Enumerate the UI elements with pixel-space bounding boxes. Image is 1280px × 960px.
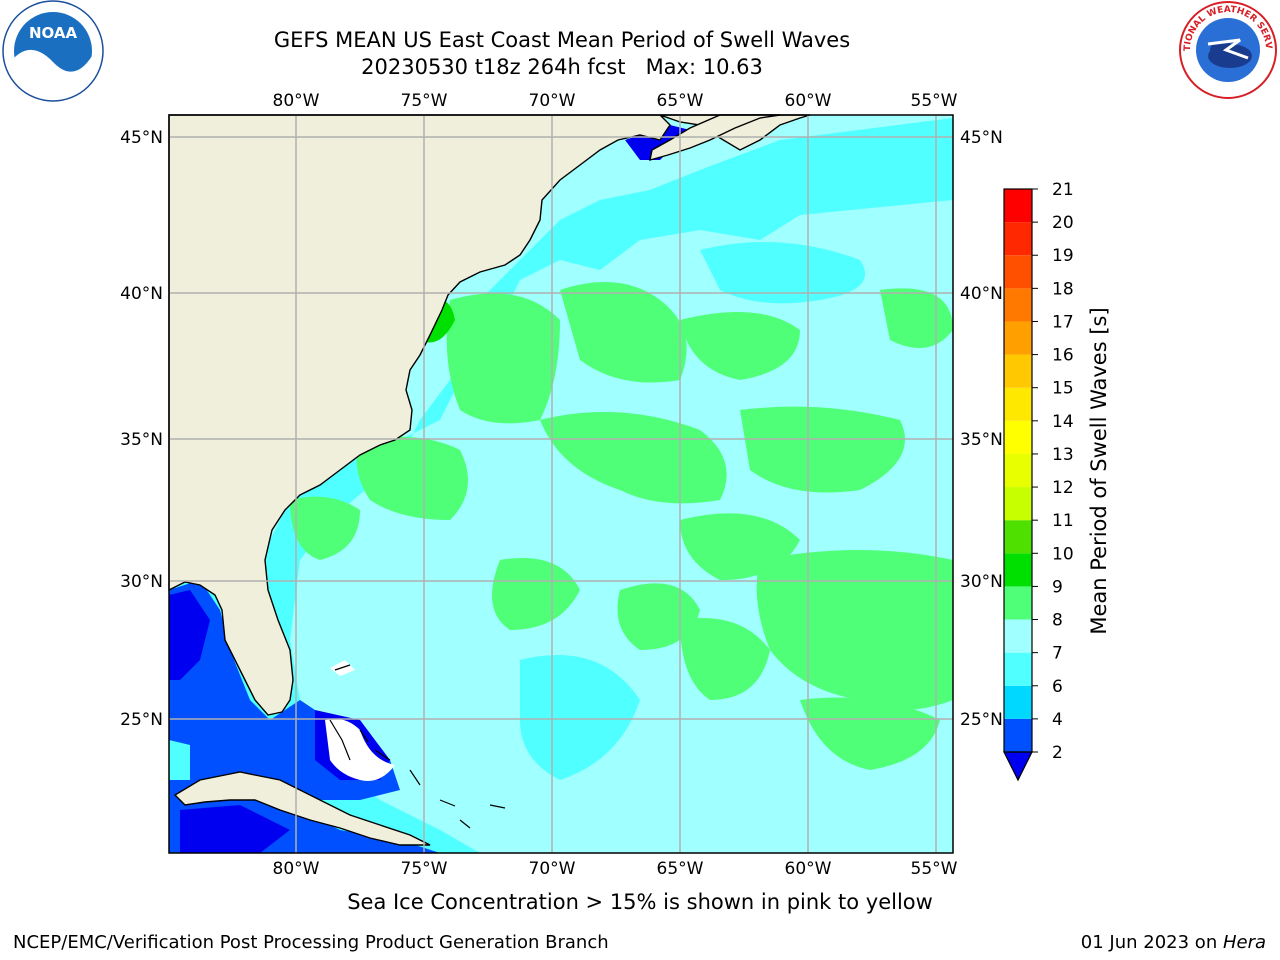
colorbar-tick-label: 16 bbox=[1052, 346, 1074, 366]
lon-label-top: 60°W bbox=[785, 91, 832, 111]
lon-label-bottom: 70°W bbox=[529, 859, 576, 879]
noaa-logo-text: NOAA bbox=[29, 24, 78, 42]
colorbar-tick-label: 9 bbox=[1052, 577, 1063, 597]
lat-label-right: 40°N bbox=[960, 284, 1003, 304]
colorbar-segment bbox=[1004, 718, 1032, 752]
lon-label-top: 70°W bbox=[529, 91, 576, 111]
lon-label-bottom: 65°W bbox=[657, 859, 704, 879]
colorbar-segment bbox=[1004, 487, 1032, 521]
colorbar-frame bbox=[1003, 188, 1033, 753]
lat-label-right: 45°N bbox=[960, 128, 1003, 148]
producer-credit: NCEP/EMC/Verification Post Processing Pr… bbox=[13, 932, 609, 953]
colorbar-tick-label: 14 bbox=[1052, 412, 1074, 432]
band-9-10-i bbox=[492, 558, 580, 630]
band-7-8-offshore bbox=[520, 655, 640, 780]
colorbar-tick-label: 20 bbox=[1052, 213, 1074, 233]
colorbar-tick-label: 11 bbox=[1052, 511, 1074, 531]
lat-label-right: 30°N bbox=[960, 572, 1003, 592]
colorbar-title: Mean Period of Swell Waves [s] bbox=[1087, 307, 1111, 634]
colorbar-tick-label: 12 bbox=[1052, 478, 1074, 498]
band-under-2-c bbox=[180, 805, 290, 853]
colorbar-tick-label: 21 bbox=[1052, 180, 1074, 200]
band-9-10-l bbox=[756, 550, 953, 710]
lon-labels-bottom: 80°W 75°W 70°W 65°W 60°W 55°W bbox=[273, 859, 958, 879]
colorbar-segment bbox=[1004, 387, 1032, 421]
colorbar-segment bbox=[1004, 685, 1032, 719]
colorbar-tick-label: 8 bbox=[1052, 611, 1063, 631]
chart-title: GEFS MEAN US East Coast Mean Period of S… bbox=[273, 28, 851, 52]
lon-label-top: 75°W bbox=[401, 91, 448, 111]
colorbar-segment bbox=[1004, 453, 1032, 488]
colorbar-tick-label: 7 bbox=[1052, 644, 1063, 664]
band-9-10-a bbox=[446, 293, 560, 424]
cuba-land bbox=[173, 771, 431, 846]
lat-label-left: 30°N bbox=[120, 572, 163, 592]
colorbar-segment bbox=[1004, 553, 1032, 587]
lat-label-left: 35°N bbox=[120, 430, 163, 450]
colorbar-tick-label: 13 bbox=[1052, 445, 1074, 465]
colorbar-tick-label: 10 bbox=[1052, 544, 1074, 564]
lon-label-bottom: 55°W bbox=[911, 859, 958, 879]
band-9-10-c bbox=[680, 312, 800, 380]
colorbar-segment bbox=[1004, 619, 1032, 653]
bahama-bank-mask bbox=[325, 718, 395, 781]
band-9-10-g bbox=[740, 406, 905, 493]
sea-ice-note: Sea Ice Concentration > 15% is shown in … bbox=[347, 890, 933, 914]
noaa-logo: NOAA bbox=[2, 0, 104, 102]
chart-subtitle: 20230530 t18z 264h fcst Max: 10.63 bbox=[361, 55, 763, 79]
bahamas-land bbox=[329, 664, 506, 829]
colorbar: 2 4 6 7 8 9 10 11 12 13 14 15 16 17 18 19 20 21 bbox=[1003, 180, 1074, 782]
lon-label-bottom: 80°W bbox=[273, 859, 320, 879]
host-name: Hera bbox=[1222, 932, 1266, 953]
band-9-10-h bbox=[290, 496, 360, 560]
colorbar-segment bbox=[1004, 255, 1032, 289]
band-9-10-m bbox=[680, 618, 770, 700]
colorbar-tick-label: 2 bbox=[1052, 743, 1063, 763]
colorbar-tick-label: 17 bbox=[1052, 312, 1074, 332]
graticule bbox=[169, 115, 953, 853]
band-9-10-e bbox=[356, 436, 468, 520]
map-frame bbox=[168, 114, 954, 854]
band-under-2-a bbox=[169, 590, 210, 680]
lon-label-top: 80°W bbox=[273, 91, 320, 111]
colorbar-segment bbox=[1004, 354, 1032, 388]
band-7-8-north bbox=[700, 242, 865, 304]
run-date-text: 01 Jun 2023 on bbox=[1080, 932, 1223, 953]
band-9-10-d bbox=[880, 288, 953, 348]
us-east-coast-land bbox=[168, 114, 811, 716]
colorbar-tick-label: 18 bbox=[1052, 279, 1074, 299]
lon-label-top: 65°W bbox=[657, 91, 704, 111]
colorbar-tick-label: 19 bbox=[1052, 246, 1074, 266]
nws-logo: NATIONAL WEATHER SERVICE bbox=[1178, 0, 1277, 99]
colorbar-segment bbox=[1004, 288, 1032, 322]
lat-label-right: 35°N bbox=[960, 430, 1003, 450]
colorbar-segment bbox=[1004, 189, 1032, 223]
colorbar-segment bbox=[1004, 420, 1032, 454]
lat-label-left: 45°N bbox=[120, 128, 163, 148]
lat-label-left: 40°N bbox=[120, 284, 163, 304]
lon-label-bottom: 75°W bbox=[401, 859, 448, 879]
lat-label-left: 25°N bbox=[120, 710, 163, 730]
band-9-10-n bbox=[800, 697, 940, 770]
colorbar-segment bbox=[1004, 321, 1032, 355]
colorbar-under-extension bbox=[1003, 751, 1033, 782]
colorbar-segment bbox=[1004, 222, 1032, 256]
colorbar-segment bbox=[1004, 520, 1032, 554]
lat-labels-right: 45°N 40°N 35°N 30°N 25°N bbox=[960, 128, 1003, 730]
run-date: 01 Jun 2023 on Hera bbox=[1081, 932, 1266, 953]
colorbar-tick-label: 6 bbox=[1052, 677, 1063, 697]
lon-labels-top: 80°W 75°W 70°W 65°W 60°W 55°W bbox=[273, 91, 958, 111]
colorbar-segment bbox=[1004, 586, 1032, 620]
lat-label-right: 25°N bbox=[960, 710, 1003, 730]
colorbar-tick-label: 4 bbox=[1052, 710, 1063, 730]
lon-label-top: 55°W bbox=[911, 91, 958, 111]
band-under-2-fundy bbox=[625, 125, 690, 160]
band-9-10-b bbox=[560, 282, 687, 383]
lat-labels-left: 45°N 40°N 35°N 30°N 25°N bbox=[120, 128, 163, 730]
colorbar-segment bbox=[1004, 652, 1032, 686]
colorbar-tick-label: 15 bbox=[1052, 379, 1074, 399]
band-7-8-gulf bbox=[169, 740, 190, 780]
lon-label-bottom: 60°W bbox=[785, 859, 832, 879]
